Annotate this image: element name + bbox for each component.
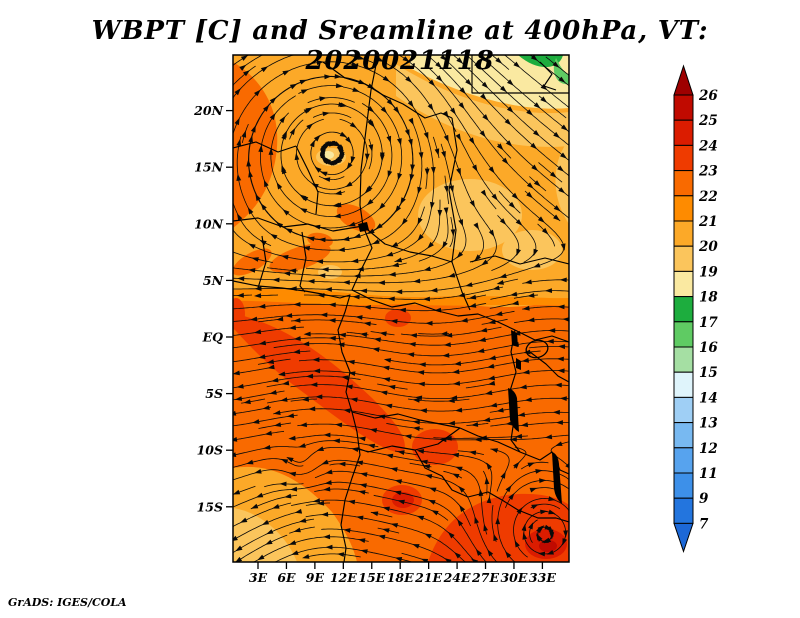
colorbar-label: 19	[699, 264, 718, 280]
lake	[516, 358, 521, 370]
colorbar-box	[673, 472, 694, 499]
streamlines	[233, 55, 569, 562]
y-tick-label: 5N	[203, 273, 224, 288]
colorbar-box	[673, 245, 694, 272]
x-tick-label: 15E	[358, 570, 385, 585]
country-borders	[233, 55, 569, 562]
x-tick-label: 6E	[277, 570, 296, 585]
y-tick-label: 20N	[193, 103, 223, 118]
colorbar-label: 14	[699, 390, 718, 406]
colorbar-box	[673, 94, 694, 121]
colorbar-label: 17	[699, 315, 718, 331]
y-tick-label: 15S	[197, 499, 223, 514]
colorbar-box	[673, 321, 694, 348]
map-frame	[232, 54, 570, 563]
colorbar-box	[673, 346, 694, 373]
colorbar-label: 7	[699, 516, 709, 532]
plot-title: WBPT [C] and Sreamline at 400hPa, VT: 20…	[91, 16, 709, 76]
colorbar-label: 22	[698, 189, 718, 205]
streamline-arrowheads	[233, 55, 569, 562]
y-tick-label: 10N	[194, 216, 223, 231]
colorbar-box	[673, 396, 694, 424]
x-tick-label: 3E	[249, 570, 268, 585]
colorbar-box	[673, 195, 694, 222]
y-tick-label: EQ	[202, 330, 224, 345]
colorbar-label: 24	[698, 138, 718, 154]
lake	[552, 452, 562, 504]
y-tick-label: 10S	[197, 443, 223, 458]
x-tick-label: 30E	[500, 570, 527, 585]
colorbar-label: 16	[699, 340, 718, 356]
x-tick-label: 27E	[471, 570, 499, 585]
colorbar-box	[673, 447, 694, 474]
colorbar-label: 23	[698, 164, 718, 180]
lake	[508, 388, 519, 432]
colorbar-box	[673, 422, 694, 449]
y-tick-label: 5S	[205, 386, 223, 401]
colorbar-box	[673, 497, 694, 524]
colorbar-label: 20	[698, 239, 718, 255]
colorbar-label: 21	[698, 214, 718, 230]
colorbar-box	[673, 170, 694, 197]
x-tick-label: 12E	[330, 570, 357, 585]
colorbar-box	[673, 270, 694, 298]
colorbar: 26 25 24 23 22 21 20 19 18 17 16 15 14 13 12 11 9 7	[673, 64, 718, 553]
colorbar-label: 18	[699, 290, 718, 306]
x-tick-label: 24E	[443, 570, 471, 585]
y-tick-label: 15N	[194, 160, 223, 175]
x-tick-label: 18E	[387, 570, 414, 585]
colorbar-box	[673, 220, 694, 247]
lake	[358, 222, 369, 232]
x-tick-label: 9E	[306, 570, 325, 585]
credit-text: GrADS: IGES/COLA	[8, 596, 127, 609]
colorbar-box	[673, 144, 694, 172]
colorbar-box	[673, 119, 694, 146]
colorbar-label: 25	[698, 113, 718, 129]
colorbar-label: 12	[699, 441, 718, 457]
colorbar-label: 13	[699, 416, 718, 432]
colorbar-label: 26	[698, 88, 718, 104]
colorbar-label: 11	[699, 466, 718, 482]
colorbar-label: 15	[699, 365, 718, 381]
lake	[511, 330, 518, 347]
lake-victoria-outline	[525, 339, 549, 359]
x-tick-label: 21E	[414, 570, 442, 585]
colorbar-box	[673, 371, 694, 398]
colorbar-label: 9	[699, 491, 709, 507]
x-tick-label: 33E	[529, 570, 556, 585]
colorbar-box	[673, 296, 694, 323]
colorbar-bottom-arrow	[673, 522, 694, 553]
